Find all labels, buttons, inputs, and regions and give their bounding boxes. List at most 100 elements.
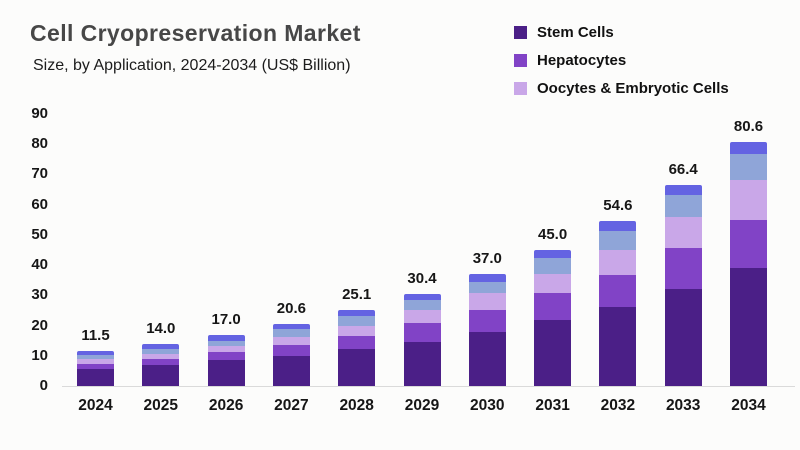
bar-total-label-2033: 66.4 — [668, 161, 698, 179]
legend-item-hepatocytes: Hepatocytes — [514, 46, 729, 74]
bar-2033-segment-3 — [664, 194, 702, 218]
bar-2025-segment-2 — [142, 353, 180, 360]
bar-2026-segment-3 — [207, 340, 245, 346]
bar-2025-segment-0 — [142, 365, 180, 386]
x-axis-tick-label-2030: 2030 — [470, 397, 505, 414]
bar-2030-segment-4 — [468, 274, 506, 282]
bar-2029-segment-3 — [403, 299, 441, 311]
y-axis-tick-label: 40 — [31, 256, 48, 274]
legend-item-stem-cells: Stem Cells — [514, 18, 729, 46]
bar-2027-segment-1 — [272, 345, 310, 356]
bar-2027-segment-4 — [272, 323, 310, 330]
x-axis-tick-label-2027: 2027 — [274, 397, 309, 414]
x-axis-tick-label-2029: 2029 — [404, 397, 440, 414]
bar-2030-segment-1 — [468, 309, 506, 333]
bar-2029-segment-2 — [403, 310, 441, 324]
chart-subtitle: Size, by Application, 2024-2034 (US$ Bil… — [33, 57, 351, 74]
x-axis-tick-label-2028: 2028 — [339, 397, 374, 414]
x-axis-tick-label-2025: 2025 — [143, 397, 179, 414]
bar-total-label-2026: 17.0 — [211, 310, 241, 328]
bar-2028-segment-4 — [338, 310, 376, 317]
bar-2031-segment-0 — [534, 320, 572, 386]
bar-2024-segment-0 — [77, 369, 114, 386]
x-axis-tick-label-2024: 2024 — [78, 397, 113, 414]
bar-total-label-2031: 45.0 — [537, 226, 568, 243]
x-axis-tick-label-2034: 2034 — [731, 397, 766, 414]
bar-2024-segment-2 — [77, 359, 114, 365]
y-axis-tick-label: 30 — [31, 286, 48, 304]
y-axis-tick-label: 80 — [31, 135, 48, 153]
bar-total-label-2029: 30.4 — [407, 270, 437, 288]
legend-item-oocytes-embryotic-cells: Oocytes & Embryotic Cells — [514, 74, 729, 102]
bar-2033-segment-0 — [664, 288, 702, 386]
legend-swatch — [514, 81, 527, 95]
bar-2024-segment-3 — [77, 355, 114, 360]
bar-2025-segment-1 — [142, 359, 180, 366]
legend-label: Stem Cells — [537, 23, 614, 41]
bar-2025-segment-3 — [142, 349, 180, 354]
bar-2033-segment-2 — [664, 217, 702, 249]
bar-2026-segment-2 — [207, 345, 245, 352]
bar-2034-segment-0 — [730, 268, 767, 386]
legend-swatch — [514, 53, 527, 67]
bar-2034-segment-4 — [730, 142, 767, 154]
x-axis-tick-label-2026: 2026 — [208, 397, 244, 414]
bar-2030-segment-2 — [468, 293, 506, 310]
bar-2027-segment-2 — [272, 337, 310, 346]
bar-2028-segment-3 — [338, 316, 376, 326]
bar-2029-segment-0 — [403, 342, 441, 386]
bar-2032-segment-1 — [599, 274, 637, 308]
bar-2027-segment-3 — [272, 329, 310, 338]
bar-2029-segment-4 — [403, 294, 441, 300]
bar-2032-segment-4 — [599, 220, 637, 231]
y-axis-tick-label: 70 — [31, 165, 48, 183]
bar-2031-segment-4 — [534, 250, 572, 258]
x-axis-tick-label-2032: 2032 — [600, 397, 636, 414]
y-axis-tick-label: 50 — [31, 225, 48, 243]
bar-total-label-2028: 25.1 — [342, 286, 372, 304]
y-axis-tick-label: 0 — [39, 377, 48, 394]
bar-2028-segment-0 — [338, 349, 376, 386]
legend-swatch — [514, 25, 527, 39]
chart-title: Cell Cryopreservation Market — [30, 20, 361, 46]
bar-2033-segment-4 — [664, 185, 702, 195]
bar-total-label-2024: 11.5 — [81, 327, 110, 345]
legend-label: Hepatocytes — [537, 51, 627, 69]
bar-2025-segment-4 — [142, 343, 180, 350]
bar-2032-segment-3 — [599, 230, 637, 250]
bar-total-label-2030: 37.0 — [472, 250, 502, 268]
bar-2028-segment-2 — [338, 325, 376, 336]
x-axis-tick-label-2033: 2033 — [665, 397, 701, 414]
bar-total-label-2032: 54.6 — [603, 196, 633, 214]
bar-2028-segment-1 — [338, 335, 376, 350]
bar-2024-segment-4 — [77, 351, 114, 356]
x-axis-line — [62, 386, 795, 387]
bar-2030-segment-3 — [468, 281, 506, 294]
bar-total-label-2027: 20.6 — [276, 299, 306, 317]
bar-2026-segment-0 — [207, 359, 245, 386]
bar-total-label-2034: 80.6 — [733, 118, 764, 136]
bar-2031-segment-2 — [534, 273, 572, 293]
bar-2026-segment-1 — [207, 351, 245, 360]
bar-total-label-2025: 14.0 — [146, 319, 176, 337]
legend-label: Oocytes & Embryotic Cells — [537, 79, 729, 97]
x-axis-tick-label-2031: 2031 — [535, 397, 570, 414]
bar-2032-segment-2 — [599, 250, 637, 275]
bar-2031-segment-1 — [534, 292, 572, 321]
y-axis-tick-label: 10 — [31, 346, 48, 364]
bar-2027-segment-0 — [272, 355, 310, 386]
y-axis-tick-label: 90 — [31, 105, 48, 122]
legend: Stem Cells Hepatocytes Oocytes & Embryot… — [514, 18, 729, 102]
y-axis-tick-label: 60 — [31, 195, 48, 213]
bar-2030-segment-0 — [468, 332, 506, 386]
bar-2032-segment-0 — [599, 307, 637, 386]
bar-2033-segment-1 — [664, 248, 702, 289]
bar-2029-segment-1 — [403, 323, 441, 343]
bar-2034-segment-2 — [730, 180, 767, 221]
bar-2031-segment-3 — [534, 257, 572, 274]
bar-2026-segment-4 — [207, 334, 245, 341]
bar-2034-segment-1 — [730, 220, 767, 269]
y-axis-tick-label: 20 — [31, 316, 48, 334]
